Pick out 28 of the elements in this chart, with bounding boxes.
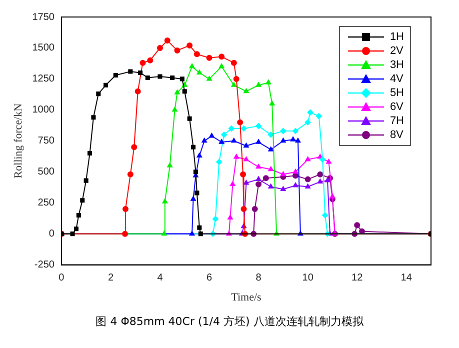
x-tick-label: 12 xyxy=(352,272,364,284)
y-tick-label: 1250 xyxy=(32,74,55,85)
x-tick-label: 0 xyxy=(58,272,65,284)
y-tick-label: 1000 xyxy=(32,104,55,116)
y-tick-label: 1750 xyxy=(32,12,55,23)
x-tick-label: 4 xyxy=(157,272,164,284)
y-tick-label: 0 xyxy=(48,228,55,240)
y-tick-label: 750 xyxy=(38,136,55,147)
legend-label: 3H xyxy=(390,59,404,71)
x-tick-label: 10 xyxy=(302,272,314,284)
x-tick-label: 2 xyxy=(108,272,114,284)
x-tick-label: 6 xyxy=(206,272,212,284)
y-axis-title: Rolling force/kN xyxy=(12,103,24,178)
legend-label: 2V xyxy=(390,45,404,57)
y-tick-label: 250 xyxy=(38,198,55,209)
y-tick-label: -250 xyxy=(34,260,55,271)
y-tick-label: 1500 xyxy=(32,42,55,54)
x-tick-label: 14 xyxy=(400,272,412,284)
legend-label: 7H xyxy=(390,115,404,127)
legend-label: 5H xyxy=(390,87,404,99)
legend-label: 8V xyxy=(390,129,404,141)
x-axis-title: Time/s xyxy=(231,291,262,304)
legend-label: 4V xyxy=(390,73,404,85)
legend-label: 6V xyxy=(390,101,404,113)
caption: 图 4 Φ85mm 40Cr (1/4 方坯) 八道次连轧轧制力模拟 xyxy=(94,314,364,329)
y-tick-label: 500 xyxy=(38,166,55,178)
legend-label: 1H xyxy=(390,31,404,43)
x-tick-label: 8 xyxy=(256,272,262,284)
